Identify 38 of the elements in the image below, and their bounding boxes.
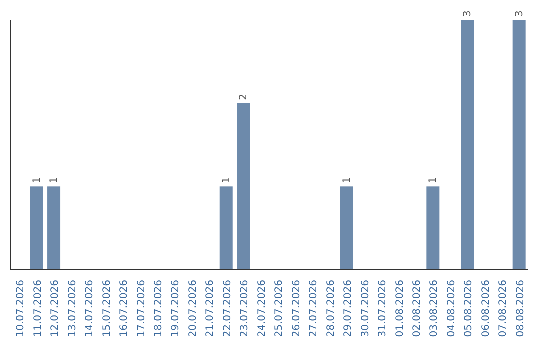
x-tick-label: 10.07.2026 — [16, 280, 27, 338]
x-tick-label: 02.08.2026 — [412, 280, 423, 338]
x-tick-label: 16.07.2026 — [119, 280, 130, 338]
x-tick-label: 08.08.2026 — [515, 280, 526, 338]
data-label: 1 — [49, 177, 60, 184]
x-tick-label: 12.07.2026 — [50, 280, 62, 338]
x-tick-label: 14.07.2026 — [84, 280, 96, 338]
x-tick-label: 24.07.2026 — [256, 280, 268, 338]
x-tick-label: 17.07.2026 — [136, 280, 148, 338]
x-tick-label: 13.07.2026 — [67, 280, 78, 338]
x-tick-label: 30.07.2026 — [360, 280, 372, 338]
x-tick-label: 06.08.2026 — [480, 280, 492, 338]
x-tick-label: 29.07.2026 — [343, 280, 354, 338]
x-tick-label: 20.07.2026 — [188, 280, 199, 338]
data-label: 1 — [32, 177, 43, 184]
x-tick-label: 26.07.2026 — [291, 280, 302, 338]
data-label: 1 — [342, 177, 353, 184]
x-tick-label: 21.07.2026 — [205, 280, 216, 338]
data-label: 1 — [221, 177, 232, 184]
x-tick-label: 25.07.2026 — [274, 280, 286, 338]
x-tick-label: 23.07.2026 — [240, 280, 251, 338]
data-label: 3 — [462, 10, 474, 17]
x-tick-label: 04.08.2026 — [446, 280, 458, 338]
x-tick-label: 28.07.2026 — [326, 280, 337, 338]
data-label: 3 — [514, 10, 526, 17]
x-tick-label: 27.07.2026 — [308, 280, 320, 338]
data-label: 1 — [428, 177, 440, 184]
x-tick-label: 22.07.2026 — [222, 280, 234, 338]
x-tick-label: 07.08.2026 — [498, 280, 510, 338]
data-label: 2 — [238, 94, 250, 100]
x-tick-label: 05.08.2026 — [464, 280, 475, 338]
x-tick-label: 15.07.2026 — [102, 280, 113, 338]
x-tick-label: 31.07.2026 — [378, 280, 389, 338]
x-tick-label: 19.07.2026 — [170, 280, 182, 338]
x-tick-label: 01.08.2026 — [394, 280, 406, 338]
x-tick-label: 03.08.2026 — [429, 280, 440, 338]
x-tick-label: 11.07.2026 — [32, 280, 44, 338]
x-tick-label: 18.07.2026 — [153, 280, 164, 338]
